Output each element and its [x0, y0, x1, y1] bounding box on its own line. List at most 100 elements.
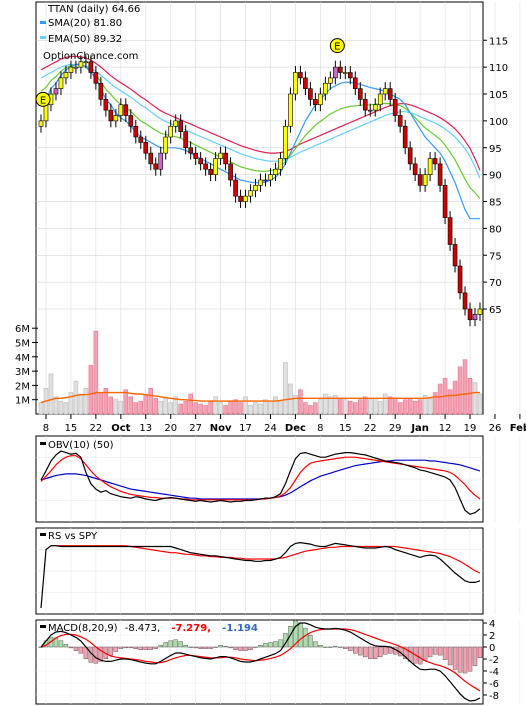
volume-bar	[198, 403, 203, 415]
volume-bar	[208, 400, 213, 415]
macd-histogram-bar	[462, 646, 468, 674]
macd-signal-line	[40, 628, 481, 692]
volume-bar	[223, 405, 228, 415]
x-tick-label: 26	[489, 423, 502, 434]
volume-bar	[133, 402, 139, 415]
candle	[442, 185, 448, 218]
earnings-marker	[35, 91, 51, 107]
macd-tick-label: -4	[489, 667, 499, 678]
volume-bar	[427, 398, 433, 415]
x-tick-label: 13	[139, 423, 152, 434]
volume-bar	[407, 398, 413, 415]
macd-histogram-bar	[422, 646, 428, 661]
candle	[338, 66, 343, 73]
macd-histogram-bar	[118, 646, 124, 649]
volume-bar	[163, 398, 168, 415]
volume-bar	[148, 388, 153, 415]
volume-bar	[447, 389, 453, 415]
candle	[98, 82, 104, 100]
macd-histogram-bar	[437, 646, 443, 656]
candle	[298, 72, 303, 79]
macd-histogram-bar	[373, 646, 378, 659]
volume-bar	[153, 398, 158, 415]
candle	[163, 136, 169, 154]
macd-histogram-bar	[328, 646, 333, 648]
price-tick-label: 95	[489, 144, 502, 155]
macd-tick-label: 0	[489, 643, 495, 654]
volume-bar	[73, 380, 79, 415]
volume-bar	[422, 395, 428, 415]
candle	[387, 88, 393, 100]
volume-bar	[308, 405, 313, 415]
macd-histogram-bar	[358, 646, 363, 656]
macd-histogram-bar	[442, 646, 448, 660]
macd-histogram-bar	[148, 646, 153, 650]
volume-bar	[48, 373, 54, 415]
macd-histogram-bar	[417, 646, 423, 665]
volume-bar	[298, 389, 303, 415]
x-tick-label: 15	[339, 423, 352, 434]
macd-tick-label: 2	[489, 631, 495, 642]
macd-histogram-bar	[432, 646, 438, 655]
volume-bar	[283, 362, 288, 415]
volume-bar	[98, 392, 104, 415]
macd-line	[40, 622, 481, 702]
volume-bar	[138, 400, 144, 415]
macd-legend-swatch	[40, 625, 46, 628]
candle	[382, 88, 388, 95]
candle	[243, 195, 248, 202]
candle	[113, 115, 119, 122]
volume-bar	[368, 399, 373, 415]
volume-tick-label: 3M	[15, 367, 30, 378]
volume-bar	[338, 398, 343, 415]
macd-histogram-bar	[223, 645, 228, 648]
macd-signal-value: -7.279,	[171, 623, 211, 634]
price-tick-label: 100	[489, 117, 508, 128]
volume-bar	[158, 400, 163, 415]
macd-name: MACD(8,20,9)	[48, 623, 118, 634]
volume-bar	[343, 399, 348, 415]
macd-histogram-bar	[293, 620, 298, 648]
volume-bar	[88, 365, 94, 415]
earnings-marker	[329, 38, 345, 54]
volume-bar	[323, 393, 328, 415]
candle	[218, 152, 223, 159]
volume-bar	[38, 402, 44, 415]
candle	[457, 265, 463, 294]
volume-bar	[412, 400, 418, 415]
candle	[347, 72, 353, 79]
ema50-line	[40, 63, 481, 179]
macd-hist-value: -1.194	[222, 623, 258, 634]
trend-line-green	[40, 63, 481, 199]
candle	[432, 158, 438, 165]
candle	[198, 158, 203, 165]
price-tick-label: 105	[489, 90, 508, 101]
volume-bar	[353, 402, 358, 415]
x-tick-label: 8	[43, 423, 49, 434]
macd-histogram-bar	[333, 645, 338, 648]
candle	[248, 190, 253, 197]
x-tick-label: Nov	[210, 423, 232, 434]
macd-histogram-bar	[108, 646, 114, 656]
candle	[93, 72, 99, 84]
price-tick-label: 75	[489, 251, 502, 262]
candle	[223, 152, 228, 165]
macd-histogram-bar	[447, 646, 453, 666]
macd-histogram-bar	[402, 646, 408, 659]
macd-histogram-bar	[368, 646, 373, 659]
volume-bar	[402, 399, 408, 415]
candle	[402, 125, 408, 149]
macd-histogram-bar	[138, 646, 143, 650]
volume-bar	[348, 400, 353, 415]
candle	[213, 158, 218, 175]
candle	[128, 115, 134, 127]
volume-bar	[452, 380, 458, 415]
candle	[417, 174, 423, 186]
volume-bar	[253, 402, 258, 415]
candle	[362, 99, 368, 111]
sma-legend-swatch	[40, 21, 46, 24]
macd-histogram-bar	[153, 646, 158, 649]
volume-bar	[123, 389, 129, 415]
volume-bar	[417, 399, 423, 415]
candle	[308, 88, 313, 100]
